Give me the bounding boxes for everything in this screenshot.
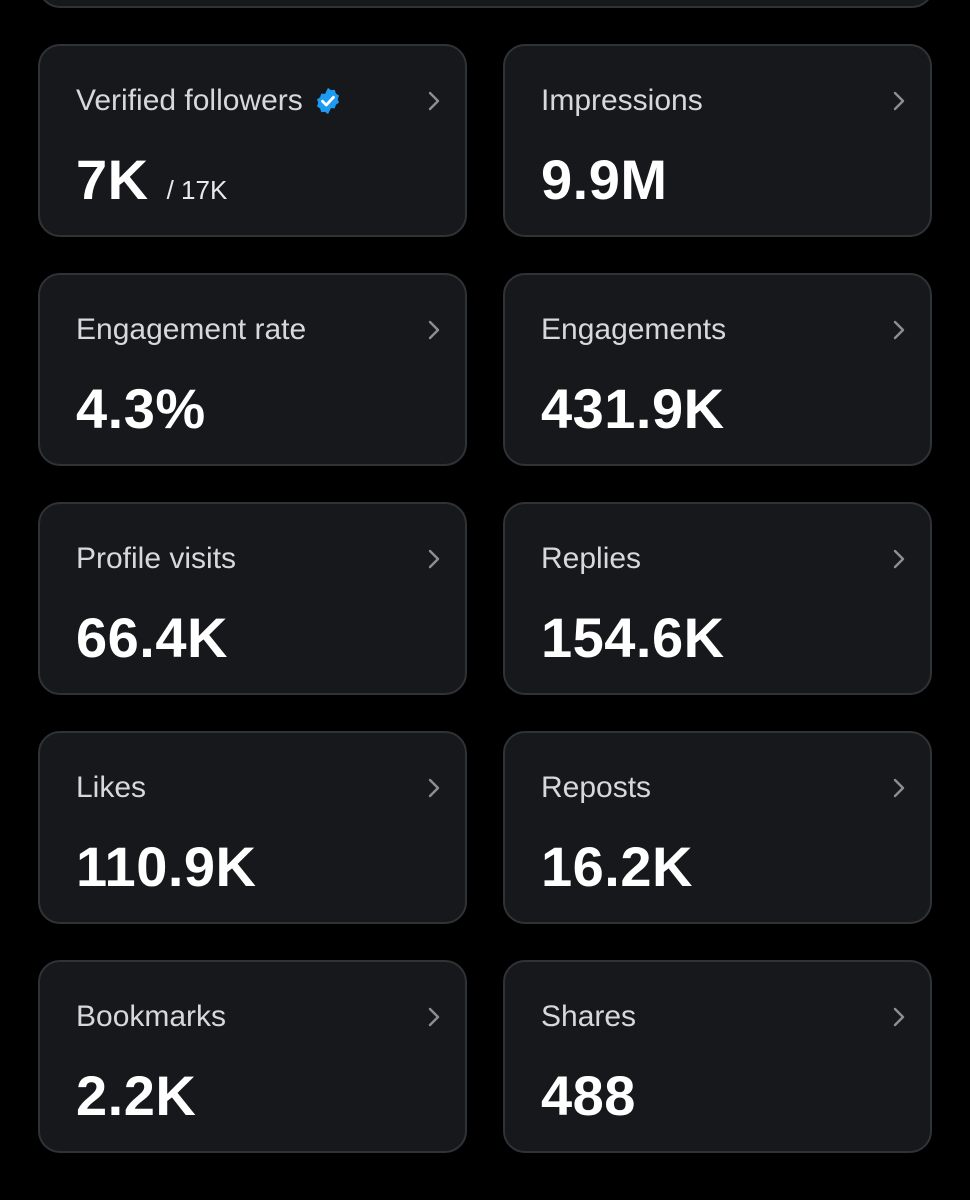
metric-label: Replies xyxy=(541,542,642,575)
chevron-right-icon xyxy=(893,549,905,569)
metric-card-likes[interactable]: Likes 110.9K xyxy=(38,731,467,924)
metric-sub-value: / 17K xyxy=(166,175,228,205)
metric-value: 110.9K xyxy=(76,835,257,898)
metric-value: 154.6K xyxy=(541,606,725,669)
metric-value-row: 2.2K xyxy=(76,1064,196,1128)
metric-card-reposts[interactable]: Reposts 16.2K xyxy=(503,731,932,924)
metric-label-row: Shares xyxy=(541,1000,636,1034)
metric-value-row: 431.9K xyxy=(541,377,725,441)
metric-value-row: 66.4K xyxy=(76,606,228,670)
chevron-right-icon xyxy=(893,320,905,340)
metric-value-row: 110.9K xyxy=(76,835,257,899)
metric-label: Likes xyxy=(76,771,147,804)
metric-value-row: 16.2K xyxy=(541,835,693,899)
chevron-right-icon xyxy=(893,1007,905,1027)
verified-badge-icon xyxy=(313,86,343,116)
metric-label-row: Engagements xyxy=(541,313,726,347)
metric-label: Engagement rate xyxy=(76,313,307,346)
metric-value: 488 xyxy=(541,1064,636,1127)
metric-card-engagement-rate[interactable]: Engagement rate 4.3% xyxy=(38,273,467,466)
metric-label-row: Replies xyxy=(541,542,641,576)
metric-label-row: Impressions xyxy=(541,84,703,118)
metric-label: Reposts xyxy=(541,771,652,804)
metric-value: 9.9M xyxy=(541,148,668,211)
metric-value-row: 154.6K xyxy=(541,606,725,670)
chevron-right-icon xyxy=(893,91,905,111)
metric-value: 2.2K xyxy=(76,1064,197,1127)
metric-label: Impressions xyxy=(541,84,703,117)
metric-value: 431.9K xyxy=(541,377,725,440)
metric-value: 4.3% xyxy=(76,377,206,440)
metric-card-verified-followers[interactable]: Verified followers 7K / 17K xyxy=(38,44,467,237)
metric-card-replies[interactable]: Replies 154.6K xyxy=(503,502,932,695)
metrics-grid: Verified followers 7K / 17K Impressions … xyxy=(38,44,932,1153)
metric-label-row: Reposts xyxy=(541,771,651,805)
metric-label: Shares xyxy=(541,1000,637,1033)
metric-label: Verified followers xyxy=(76,84,303,117)
metric-value-row: 9.9M xyxy=(541,148,668,212)
metric-label-row: Likes xyxy=(76,771,146,805)
metric-label-row: Verified followers xyxy=(76,84,343,118)
metric-value-row: 488 xyxy=(541,1064,636,1128)
metric-card-engagements[interactable]: Engagements 431.9K xyxy=(503,273,932,466)
metric-label-row: Bookmarks xyxy=(76,1000,226,1034)
metric-value: 7K xyxy=(76,148,149,211)
metric-label-row: Profile visits xyxy=(76,542,236,576)
metric-card-shares[interactable]: Shares 488 xyxy=(503,960,932,1153)
metric-card-bookmarks[interactable]: Bookmarks 2.2K xyxy=(38,960,467,1153)
metric-card-impressions[interactable]: Impressions 9.9M xyxy=(503,44,932,237)
metric-value-row: 7K / 17K xyxy=(76,148,227,212)
metric-card-profile-visits[interactable]: Profile visits 66.4K xyxy=(38,502,467,695)
previous-card-edge xyxy=(38,0,934,8)
chevron-right-icon xyxy=(428,91,440,111)
metric-label: Bookmarks xyxy=(76,1000,227,1033)
chevron-right-icon xyxy=(428,1007,440,1027)
metric-value-row: 4.3% xyxy=(76,377,206,441)
metric-label: Engagements xyxy=(541,313,727,346)
chevron-right-icon xyxy=(428,320,440,340)
chevron-right-icon xyxy=(893,778,905,798)
metric-value: 16.2K xyxy=(541,835,693,898)
metric-label-row: Engagement rate xyxy=(76,313,306,347)
metric-label: Profile visits xyxy=(76,542,237,575)
chevron-right-icon xyxy=(428,549,440,569)
metric-value: 66.4K xyxy=(76,606,228,669)
chevron-right-icon xyxy=(428,778,440,798)
